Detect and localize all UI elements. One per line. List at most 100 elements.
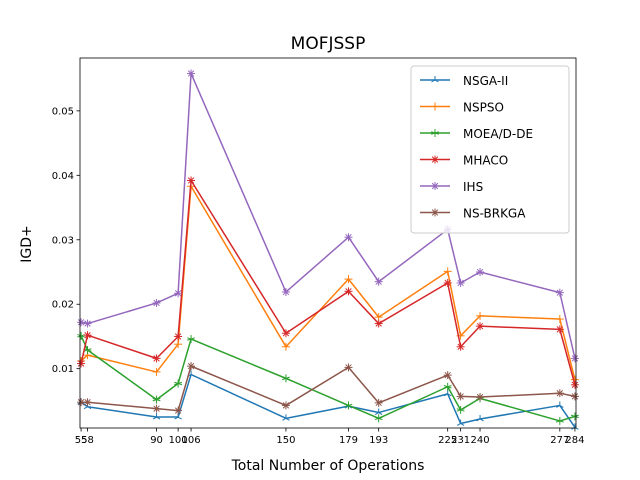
data-point <box>374 408 383 415</box>
data-point <box>456 392 465 401</box>
data-point <box>555 416 564 425</box>
y-tick-label: 0.03 <box>52 235 74 246</box>
y-tick-label: 0.05 <box>52 106 74 117</box>
plot-area <box>77 69 579 430</box>
series-MOEA/D-DE <box>77 331 579 425</box>
data-point <box>570 392 579 401</box>
legend-label: IHS <box>463 180 483 194</box>
x-tick-label: 150 <box>276 435 295 446</box>
x-tick-label: 225 <box>438 435 457 446</box>
data-point <box>344 401 353 410</box>
legend-label: MOEA/D-DE <box>463 127 533 141</box>
legend-marker <box>431 182 439 190</box>
x-tick-label: 179 <box>339 435 358 446</box>
data-point <box>281 401 290 410</box>
data-point <box>174 406 183 415</box>
data-point <box>83 331 92 340</box>
data-point <box>187 335 196 344</box>
data-point <box>476 393 485 402</box>
series-NS-BRKGA <box>77 362 579 415</box>
legend-marker <box>431 208 439 217</box>
data-point <box>174 332 183 341</box>
data-point <box>344 287 353 296</box>
plot-frame <box>79 57 577 429</box>
x-tick-label: 240 <box>470 435 489 446</box>
data-point <box>174 379 183 388</box>
x-tick-label: 193 <box>369 435 388 446</box>
legend-marker <box>431 155 439 164</box>
data-point <box>555 325 564 334</box>
data-point <box>443 371 452 380</box>
data-point <box>556 401 564 408</box>
data-point <box>344 363 353 372</box>
data-point <box>344 233 353 242</box>
data-point <box>187 362 196 371</box>
data-point <box>374 319 383 328</box>
data-point <box>281 329 290 338</box>
series-MHACO <box>77 176 579 389</box>
x-tick-label: 284 <box>565 435 584 446</box>
data-point <box>570 412 579 421</box>
data-point <box>281 374 290 383</box>
data-point <box>152 367 161 376</box>
data-point <box>374 277 383 286</box>
data-point <box>555 288 564 297</box>
data-point <box>476 322 485 331</box>
data-point <box>77 359 86 368</box>
legend-item: IHS <box>420 180 483 194</box>
legend-marker <box>431 76 439 83</box>
data-point <box>344 275 353 284</box>
data-point <box>456 342 465 351</box>
data-point <box>152 354 161 363</box>
data-point <box>443 278 452 287</box>
chart-title: MOFJSSP <box>291 34 366 54</box>
legend-item: NSPSO <box>420 101 504 115</box>
x-tick-label: 55 <box>75 435 88 446</box>
data-point <box>174 289 183 298</box>
data-point <box>476 311 485 320</box>
y-axis-title: IGD+ <box>19 225 35 263</box>
y-tick-label: 0.02 <box>52 300 74 311</box>
legend-marker <box>431 102 439 111</box>
data-point <box>570 380 579 389</box>
data-point <box>374 398 383 407</box>
data-point <box>476 414 484 422</box>
data-point <box>77 318 86 327</box>
y-tick-label: 0.01 <box>52 364 74 375</box>
x-axis-title: Total Number of Operations <box>231 458 425 474</box>
legend-item: MHACO <box>420 154 508 168</box>
legend-item: MOEA/D-DE <box>420 127 533 141</box>
data-point <box>443 267 452 276</box>
legend-marker <box>431 129 439 137</box>
legend-label: NSGA-II <box>463 74 508 88</box>
data-point <box>152 413 161 420</box>
data-point <box>281 342 290 351</box>
x-tick-label: 100 <box>169 435 188 446</box>
data-point <box>555 389 564 398</box>
data-point <box>456 405 465 414</box>
data-point <box>83 398 92 407</box>
legend-item: NS-BRKGA <box>420 207 526 221</box>
x-tick-label: 90 <box>150 435 163 446</box>
legend: NSGA-II NSPSO MOEA/D-DE MHACO IHS NS-BRKGA <box>410 65 570 234</box>
series-IHS <box>77 69 579 363</box>
legend-label: MHACO <box>463 154 508 168</box>
legend-label: NS-BRKGA <box>463 207 526 221</box>
data-point <box>443 382 452 391</box>
x-tick-label: 231 <box>451 435 470 446</box>
data-point <box>152 404 161 413</box>
legend-item: NSGA-II <box>420 74 508 88</box>
data-point <box>570 354 579 363</box>
x-tick-label: 106 <box>182 435 201 446</box>
data-point <box>282 414 290 421</box>
y-tick-label: 0.04 <box>52 171 74 182</box>
data-point <box>456 419 465 426</box>
series-line-NSGA-II <box>80 373 576 428</box>
data-point <box>555 315 564 324</box>
data-point <box>174 340 183 349</box>
x-tick-label: 277 <box>550 435 569 446</box>
data-point <box>281 287 290 296</box>
data-point <box>476 268 485 277</box>
x-tick-label: 58 <box>81 435 94 446</box>
